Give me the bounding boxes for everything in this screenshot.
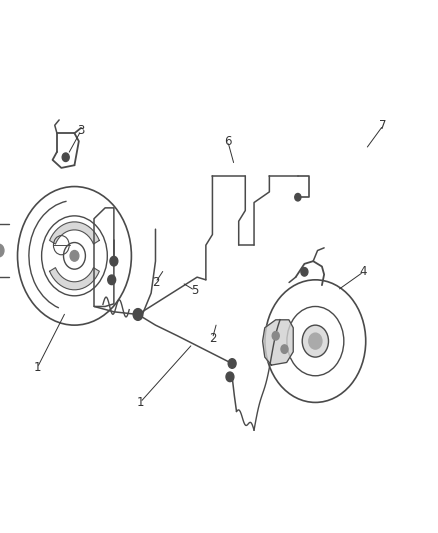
Polygon shape [49,222,99,244]
Circle shape [295,193,301,201]
Text: 2: 2 [152,276,159,289]
Text: 5: 5 [191,284,198,297]
Circle shape [133,309,143,320]
Text: 7: 7 [379,119,387,132]
Text: 6: 6 [224,135,232,148]
Circle shape [0,244,4,257]
Circle shape [272,332,279,340]
Text: 4: 4 [360,265,367,278]
Circle shape [108,275,116,285]
Polygon shape [49,268,99,290]
Text: 3: 3 [78,124,85,137]
Circle shape [302,325,328,357]
Polygon shape [262,320,293,365]
Circle shape [281,345,288,353]
Text: 2: 2 [208,332,216,345]
Text: 1: 1 [136,396,144,409]
Circle shape [70,251,79,261]
Circle shape [226,372,234,382]
Circle shape [62,153,69,161]
Circle shape [110,256,118,266]
Circle shape [228,359,236,368]
Text: 1: 1 [33,361,41,374]
Circle shape [309,333,322,349]
Circle shape [301,268,308,276]
